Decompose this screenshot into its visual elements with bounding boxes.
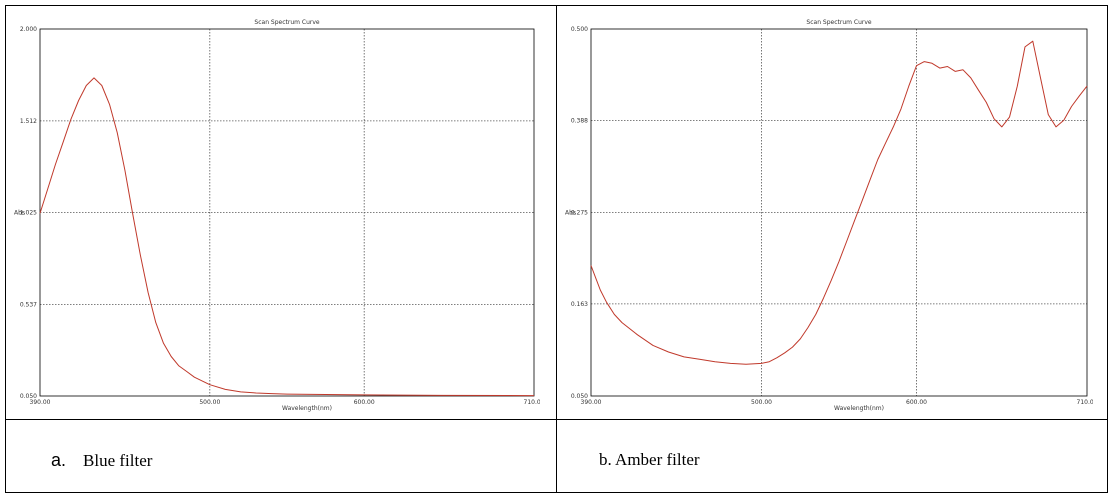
caption-text: Blue filter	[83, 451, 153, 470]
y-tick-label: 2.000	[20, 26, 37, 33]
caption-cell-a: a. Blue filter	[5, 419, 557, 493]
plot-frame	[590, 28, 1088, 397]
y-axis-label: Abs	[565, 210, 576, 217]
spectrum-chart-amber: Scan Spectrum Curve 0.050 0.163 0.275 0.388 0…	[565, 19, 1094, 412]
y-tick-label: 0.500	[571, 26, 588, 33]
y-tick-label: 0.050	[20, 393, 37, 400]
caption-blue-filter: a. Blue filter	[51, 450, 152, 471]
chart-title: Scan Spectrum Curve	[806, 19, 871, 26]
x-tick-label: 600.00	[906, 399, 927, 406]
caption-marker: a.	[51, 450, 67, 470]
spectrum-curve	[39, 77, 535, 397]
y-tick-label: 1.512	[20, 118, 37, 125]
x-tick-label: 600.00	[354, 399, 375, 406]
y-tick-label: 0.163	[571, 301, 588, 308]
x-tick-label: 710.00	[1077, 399, 1094, 406]
chart-title: Scan Spectrum Curve	[254, 19, 319, 26]
x-axis-label: Wavelength(nm)	[834, 405, 884, 412]
x-tick-label: 500.00	[199, 399, 220, 406]
chart-cell-a: Scan Spectrum Curve 0.050 0.537 1.025 1.512 2…	[5, 5, 557, 420]
caption-cell-b: b. Amber filter	[556, 419, 1108, 493]
y-axis-label: Abs	[14, 210, 25, 217]
x-tick-label: 500.00	[751, 399, 772, 406]
x-tick-label: 710.00	[524, 399, 541, 406]
y-tick-label: 1.025	[20, 210, 37, 217]
y-tick-label: 0.275	[571, 210, 588, 217]
caption-amber-filter: b. Amber filter	[599, 450, 700, 469]
y-tick-label: 0.050	[571, 393, 588, 400]
figure-table: Scan Spectrum Curve 0.050 0.537 1.025 1.512 2…	[5, 5, 1108, 493]
y-tick-label: 0.388	[571, 117, 588, 124]
y-tick-label: 0.537	[20, 301, 37, 308]
spectrum-curve	[590, 40, 1088, 365]
spectrum-chart-blue: Scan Spectrum Curve 0.050 0.537 1.025 1.512 2…	[14, 19, 541, 412]
chart-cell-b: Scan Spectrum Curve 0.050 0.163 0.275 0.388 0…	[556, 5, 1108, 420]
x-axis-label: Wavelength(nm)	[282, 405, 332, 412]
x-tick-label: 390.00	[30, 399, 51, 406]
x-tick-label: 390.00	[581, 399, 602, 406]
